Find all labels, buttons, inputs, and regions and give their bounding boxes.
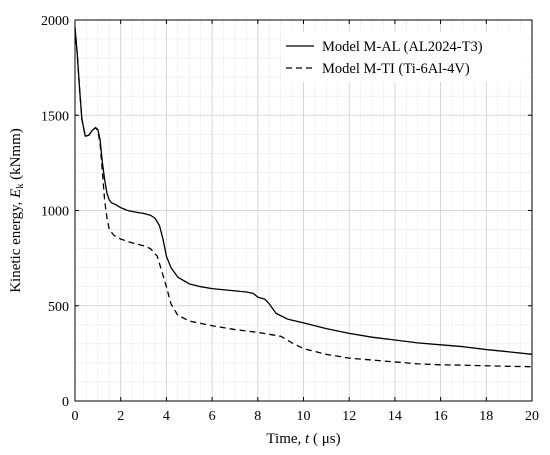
y-tick-label: 2000 [41,14,69,29]
x-tick-label: 0 [72,409,79,424]
x-tick-label: 18 [479,409,493,424]
x-tick-label: 14 [388,409,402,424]
y-tick-label: 0 [62,395,69,410]
x-tick-label: 6 [209,409,216,424]
series-layer [74,27,533,368]
legend-box [282,32,526,82]
grid [74,19,533,402]
y-tick-label: 1500 [41,109,69,124]
x-tick-label: 2 [117,409,124,424]
x-tick-label: 8 [254,409,261,424]
legend-label-ti: Model M-TI (Ti-6Al-4V) [322,61,470,77]
x-tick-label: 4 [163,409,170,424]
x-tick-label: 12 [342,409,356,424]
legend-label-al: Model M-AL (AL2024-T3) [322,39,483,55]
y-tick-label: 1000 [41,205,69,220]
x-tick-label: 16 [434,409,448,424]
x-axis-label: Time, t ( μs) [266,431,340,447]
y-tick-label: 500 [48,300,69,315]
y-axis-label: Kinetic energy, Ek (kNmm) [8,128,26,293]
x-tick-label: 10 [297,409,311,424]
legend: Model M-AL (AL2024-T3) Model M-TI (Ti-6A… [282,32,526,82]
x-tick-label: 20 [525,409,539,424]
series-line-ti6al4v [74,27,533,368]
ticks: 0 2 4 6 8 10 12 14 16 18 20 0 500 1000 1500 2000 [41,14,539,424]
